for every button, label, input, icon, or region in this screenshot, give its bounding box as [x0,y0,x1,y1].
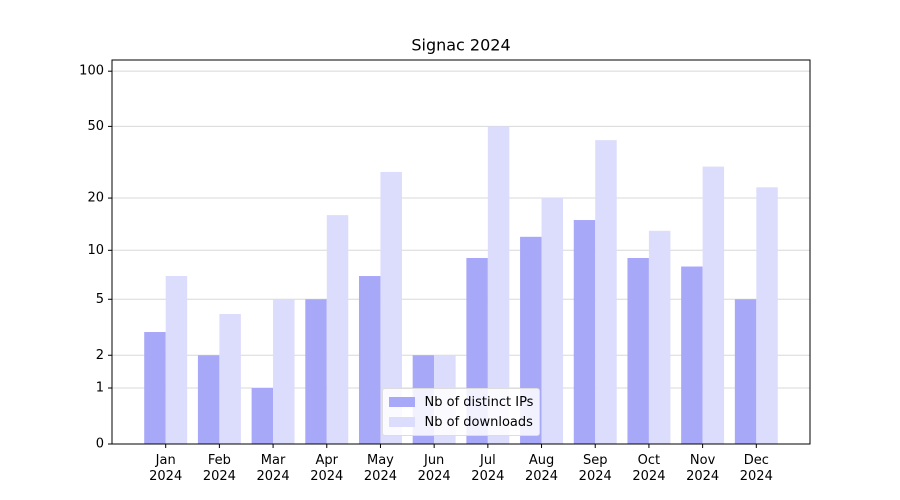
bar [305,299,327,444]
legend: Nb of distinct IPs Nb of downloads [381,388,541,436]
bar [648,230,671,444]
y-tick-label: 1 [96,381,104,396]
bar [380,171,402,444]
legend-label: Nb of distinct IPs [424,394,534,410]
bar [573,220,596,444]
bar [144,332,166,444]
y-tick-label: 0 [96,437,104,452]
bar [219,313,241,444]
legend-swatch [388,417,415,427]
y-tick-label: 5 [96,292,104,307]
bar [358,276,381,444]
y-tick-label: 10 [87,243,104,258]
x-tick-label: May 2024 [363,453,397,484]
plot-frame [111,59,811,445]
x-tick-label: Jul 2024 [471,453,505,484]
chart-title: Signac 2024 [411,36,510,55]
bar [595,140,617,444]
x-tick-label: Jun 2024 [417,453,451,484]
y-tick-label: 20 [87,191,104,206]
x-tick-label: Mar 2024 [256,453,290,484]
x-tick-label: Dec 2024 [739,453,773,484]
bar [197,355,220,444]
bar [326,215,349,444]
bar [165,276,188,444]
legend-label: Nb of downloads [424,414,533,430]
bar [487,126,510,445]
legend-swatch [388,397,415,407]
x-tick-label: Oct 2024 [632,453,666,484]
x-tick-label: Jan 2024 [149,453,183,484]
bar [251,388,274,444]
bar [681,266,703,444]
legend-item: Nb of distinct IPs [388,392,534,412]
bar [756,187,778,444]
x-tick-label: Aug 2024 [524,453,559,484]
x-tick-label: Nov 2024 [686,453,720,484]
y-tick-label: 100 [79,64,104,79]
y-tick-label: 2 [96,348,104,363]
x-tick-label: Feb 2024 [202,453,236,484]
bar [734,299,757,444]
x-tick-label: Apr 2024 [310,453,344,484]
bar [541,198,564,444]
y-tick-label: 50 [87,119,104,134]
x-tick-label: Sep 2024 [578,453,612,484]
bar [273,299,295,444]
legend-item: Nb of downloads [388,412,534,432]
bar [702,166,725,444]
bar [627,257,649,444]
